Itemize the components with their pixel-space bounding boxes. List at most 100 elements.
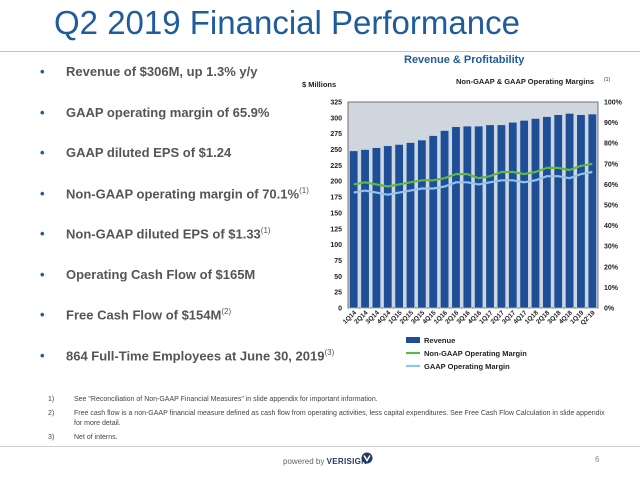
chart-title: Revenue & Profitability: [404, 54, 525, 66]
revenue-bar: [349, 150, 359, 309]
bullet-icon: •: [40, 307, 45, 322]
highlight-item: • Revenue of $306M, up 1.3% y/y: [40, 64, 340, 105]
legend-non-gaap-label: Non-GAAP Operating Margin: [424, 349, 527, 358]
left-tick-label: 300: [330, 115, 342, 122]
footnote-ref: (3): [324, 347, 335, 357]
footnote-number: 3): [48, 434, 55, 442]
page-number: 6: [595, 455, 600, 464]
right-tick-label: 60%: [604, 182, 619, 189]
footnote: 2) Free cash flow is a non-GAAP financial…: [48, 409, 608, 428]
left-tick-label: 250: [330, 147, 342, 154]
highlight-item: • GAAP operating margin of 65.9%: [40, 105, 340, 146]
left-axis-label: $ Millions: [302, 80, 336, 89]
right-axis-label-sup: (1): [604, 77, 610, 83]
revenue-bar: [383, 145, 393, 309]
highlight-text: 864 Full-Time Employees at June 30, 2019: [66, 347, 325, 363]
revenue-bar: [474, 125, 484, 309]
right-tick-label: 30%: [604, 244, 619, 251]
highlight-item: • Non-GAAP diluted EPS of $1.33(1): [40, 226, 340, 267]
left-tick-label: 325: [330, 100, 342, 107]
revenue-bar: [405, 142, 416, 309]
right-tick-label: 10%: [604, 285, 619, 292]
footnote-ref: (1): [260, 226, 271, 235]
left-tick-label: 0: [338, 306, 342, 313]
revenue-bar: [417, 139, 427, 309]
highlight-text: Non-GAAP operating margin of 70.1%: [66, 185, 300, 201]
left-tick-label: 25: [334, 290, 342, 297]
revenue-bar: [542, 116, 552, 309]
powered-by-prefix: powered by: [283, 457, 325, 466]
footnote-ref: (2): [221, 307, 232, 316]
highlight-text: GAAP operating margin of 65.9%: [66, 104, 270, 120]
footnote-ref: (1): [299, 185, 309, 195]
highlight-text: Free Cash Flow of $154M: [66, 307, 222, 323]
revenue-bar: [508, 121, 518, 309]
highlight-text: Operating Cash Flow of $165M: [66, 266, 256, 282]
left-tick-label: 50: [334, 274, 342, 281]
footnotes: 1) See "Reconciliation of Non-GAAP Financ…: [48, 395, 608, 448]
footnote-number: 1): [48, 396, 55, 403]
revenue-bar: [519, 120, 529, 309]
bullet-icon: •: [40, 145, 45, 160]
bullet-icon: •: [40, 266, 45, 282]
revenue-bar: [371, 147, 381, 309]
revenue-bar: [360, 149, 370, 309]
left-tick-label: 75: [334, 258, 342, 265]
footer-divider: [0, 446, 640, 447]
revenue-profitability-chart: $ Millions Non-GAAP & GAAP Operating Marg…: [302, 77, 623, 371]
left-tick-label: 275: [330, 131, 342, 138]
highlight-item: • Free Cash Flow of $154M(2): [40, 307, 340, 348]
highlight-item: • Non-GAAP operating margin of 70.1%(1): [40, 186, 340, 227]
legend-gaap-label: GAAP Operating Margin: [424, 362, 510, 371]
footnote-text: Net of interns.: [74, 434, 118, 442]
revenue-bar: [394, 144, 404, 309]
right-axis-label: Non-GAAP & GAAP Operating Margins: [456, 77, 594, 86]
right-tick-label: 40%: [604, 223, 619, 230]
legend-revenue-swatch: [406, 337, 420, 343]
verisign-logo-icon: [361, 452, 373, 464]
right-tick-label: 100%: [604, 100, 623, 107]
right-tick-label: 20%: [604, 264, 619, 271]
page-title: Q2 2019 Financial Performance: [54, 4, 520, 41]
revenue-bar: [451, 126, 461, 309]
highlight-text: Non-GAAP diluted EPS of $1.33: [66, 226, 261, 242]
revenue-bar: [576, 114, 586, 309]
bullet-icon: •: [40, 226, 45, 241]
highlight-item: • GAAP diluted EPS of $1.24: [40, 145, 340, 186]
revenue-bar: [565, 113, 575, 309]
right-tick-label: 80%: [604, 141, 619, 148]
bullet-icon: •: [40, 104, 45, 120]
highlight-text: GAAP diluted EPS of $1.24: [66, 145, 232, 160]
highlight-item: • 864 Full-Time Employees at June 30, 201…: [40, 348, 340, 389]
footnote-number: 2): [48, 410, 55, 418]
bullet-icon: •: [40, 185, 45, 201]
revenue-bar: [462, 125, 472, 309]
footnote: 1) See "Reconciliation of Non-GAAP Financ…: [48, 395, 608, 404]
right-tick-label: 90%: [604, 120, 619, 127]
footnote: 3) Net of interns.: [48, 433, 608, 442]
left-tick-label: 175: [330, 195, 342, 202]
revenue-bar: [485, 124, 495, 309]
left-tick-label: 150: [330, 210, 342, 217]
non-gaap-margin-line: [353, 162, 593, 188]
highlight-item: • Operating Cash Flow of $165M: [40, 267, 340, 308]
revenue-bar: [553, 114, 563, 309]
bullet-icon: •: [40, 64, 45, 79]
right-tick-label: 50%: [604, 203, 619, 210]
right-tick-label: 70%: [604, 161, 619, 168]
verisign-brand: VERISIGN: [326, 457, 368, 466]
powered-by-text: powered by VERISIGN: [283, 457, 367, 466]
title-divider: [0, 51, 640, 52]
left-tick-label: 100: [330, 242, 342, 249]
bullet-icon: •: [40, 347, 45, 363]
footnote-text: See "Reconciliation of Non-GAAP Financia…: [74, 396, 378, 403]
revenue-bar: [496, 124, 506, 309]
revenue-bar: [428, 135, 438, 309]
highlight-text: Revenue of $306M, up 1.3% y/y: [66, 64, 258, 79]
footnote-text: Free cash flow is a non-GAAP financial m…: [74, 410, 605, 427]
revenue-bar: [440, 130, 450, 309]
legend-revenue-label: Revenue: [424, 336, 455, 345]
left-tick-label: 200: [330, 179, 342, 186]
revenue-bar: [587, 113, 597, 309]
left-tick-label: 225: [330, 163, 342, 170]
